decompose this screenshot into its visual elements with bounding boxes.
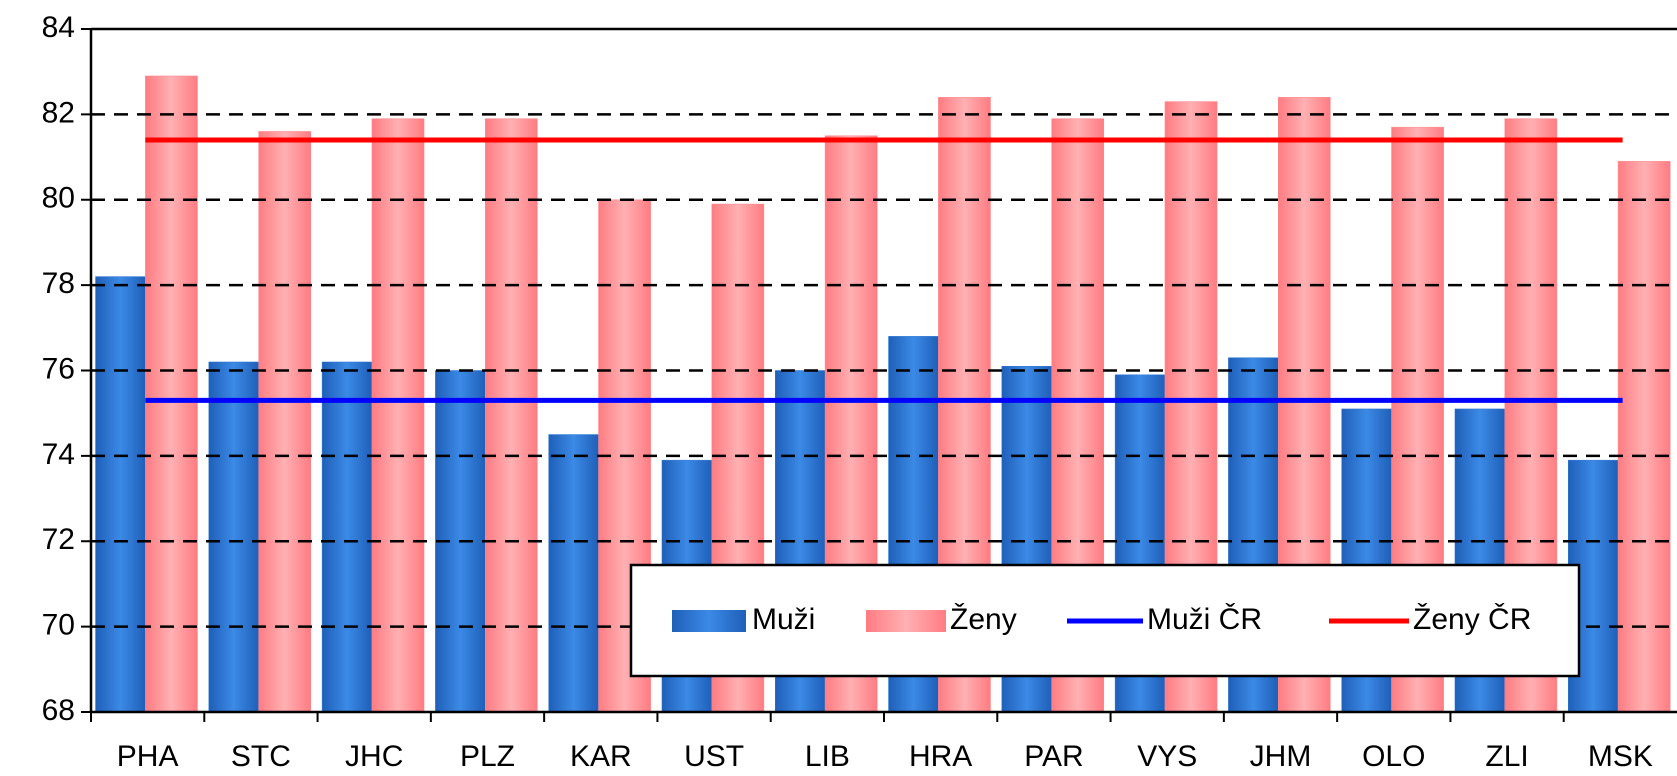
x-tick-label: PLZ	[460, 740, 515, 773]
x-tick-label: JHC	[345, 740, 403, 773]
y-tick-label: 78	[42, 267, 75, 300]
bar	[95, 276, 146, 713]
y-tick-label: 70	[42, 609, 75, 642]
legend-label: Muži ČR	[1147, 602, 1262, 636]
x-tick-label: HRA	[909, 740, 972, 773]
bar	[145, 75, 198, 713]
x-tick-label: PAR	[1024, 740, 1083, 773]
legend-swatch	[866, 610, 946, 632]
y-tick-label: 68	[42, 694, 75, 727]
bar	[548, 434, 599, 713]
legend-label: Ženy ČR	[1413, 602, 1531, 636]
x-tick-label: LIB	[805, 740, 850, 773]
x-tick-label: OLO	[1362, 740, 1425, 773]
bar	[1617, 161, 1671, 713]
bar	[484, 118, 538, 713]
x-tick-label: PHA	[117, 740, 179, 773]
x-tick-label: UST	[684, 740, 744, 773]
x-tick-label: MSK	[1588, 740, 1653, 773]
legend-label: Muži	[752, 603, 815, 636]
y-tick-label: 84	[42, 11, 75, 44]
bar	[321, 361, 373, 713]
x-tick-label: STC	[231, 740, 291, 773]
y-tick-label: 76	[42, 352, 75, 385]
x-tick-label: ZLI	[1485, 740, 1528, 773]
y-tick-label: 82	[42, 96, 75, 129]
x-tick-label: JHM	[1250, 740, 1312, 773]
legend-label: Ženy	[950, 603, 1017, 636]
x-tick-label: KAR	[570, 740, 632, 773]
y-tick-label: 74	[42, 438, 75, 471]
bar	[258, 131, 312, 713]
legend-swatch	[672, 610, 746, 632]
bar	[208, 361, 259, 713]
y-tick-label: 80	[42, 182, 75, 215]
bar	[371, 118, 425, 713]
y-tick-label: 72	[42, 523, 75, 556]
x-tick-label: VYS	[1137, 740, 1197, 773]
